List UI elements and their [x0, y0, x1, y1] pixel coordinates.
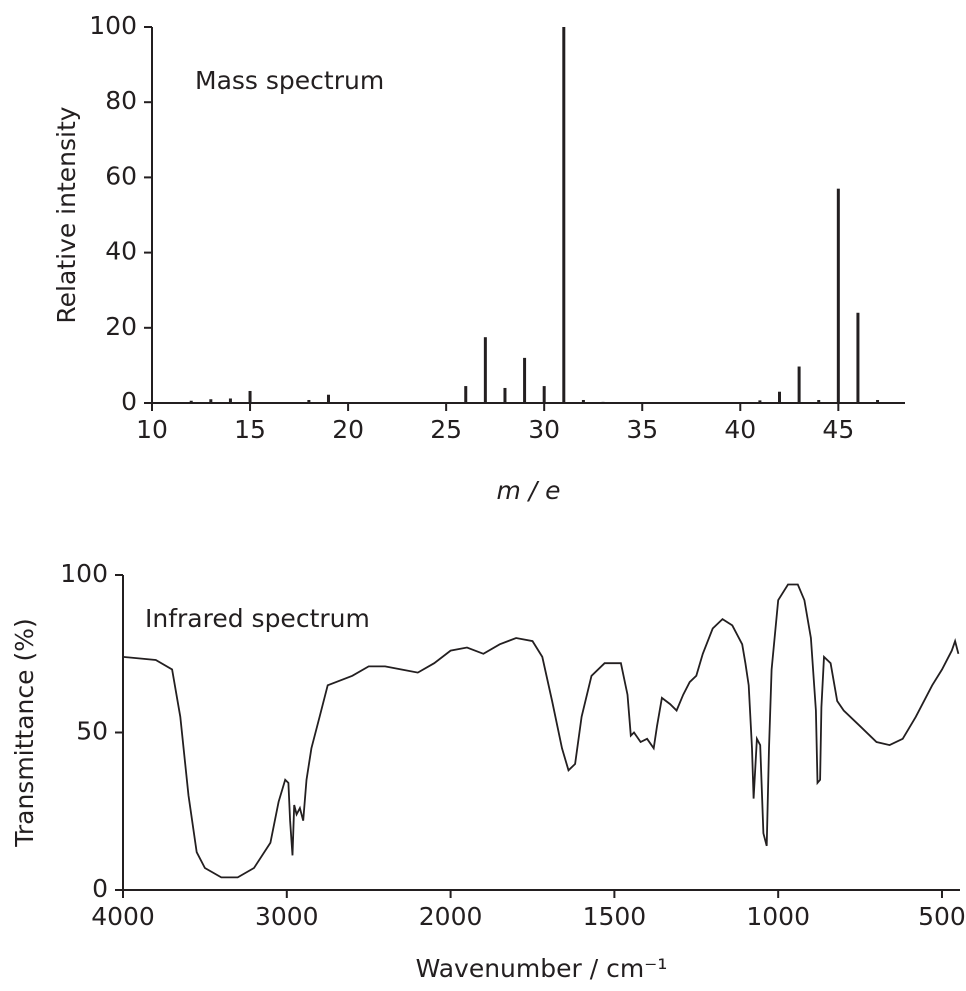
x-tick-label: 10 [136, 415, 168, 444]
peak [248, 390, 252, 403]
peak [209, 399, 213, 403]
peak [542, 386, 546, 403]
peak [523, 357, 527, 403]
peak [836, 188, 840, 403]
annotation: Mass spectrum [195, 66, 384, 95]
peak [797, 366, 801, 403]
x-tick-label: 15 [234, 415, 266, 444]
peak [601, 401, 605, 403]
x-tick-label: 1000 [746, 902, 810, 931]
y-tick-label: 50 [76, 717, 108, 746]
y-axis-label: Relative intensity [52, 106, 81, 323]
x-tick-label: 4000 [91, 902, 155, 931]
y-tick-label: 60 [105, 161, 137, 190]
peak [503, 387, 507, 403]
y-axis-label: Transmittance (%) [10, 618, 39, 847]
peak [758, 400, 762, 403]
y-tick-label: 20 [105, 312, 137, 341]
peak [483, 337, 487, 403]
peak [228, 398, 232, 403]
x-tick-label: 3000 [255, 902, 319, 931]
peak [876, 399, 880, 403]
peak [464, 386, 468, 403]
y-tick-label: 100 [60, 559, 108, 588]
peak [856, 312, 860, 403]
x-axis-label: m / e [496, 476, 560, 505]
peak [778, 391, 781, 403]
x-tick-label: 25 [430, 415, 462, 444]
y-tick-label: 40 [105, 237, 137, 266]
peak [581, 399, 585, 403]
x-tick-label: 500 [918, 902, 966, 931]
peak [326, 394, 330, 403]
x-tick-label: 2000 [419, 902, 483, 931]
x-tick-label: 40 [724, 415, 756, 444]
y-tick-label: 80 [105, 86, 137, 115]
x-tick-label: 1500 [583, 902, 647, 931]
y-tick-label: 0 [92, 874, 108, 903]
x-tick-label: 20 [332, 415, 364, 444]
y-tick-label: 0 [121, 387, 137, 416]
spectrum-line [122, 583, 960, 879]
x-axis-label: Wavenumber / cm⁻¹ [416, 954, 668, 983]
y-tick-label: 100 [89, 11, 137, 40]
peak [307, 399, 311, 403]
peak [817, 399, 821, 403]
annotation: Infrared spectrum [145, 604, 370, 633]
x-tick-label: 30 [528, 415, 560, 444]
peak [562, 27, 566, 403]
x-tick-label: 35 [626, 415, 658, 444]
peak [189, 400, 193, 403]
x-tick-label: 45 [822, 415, 854, 444]
